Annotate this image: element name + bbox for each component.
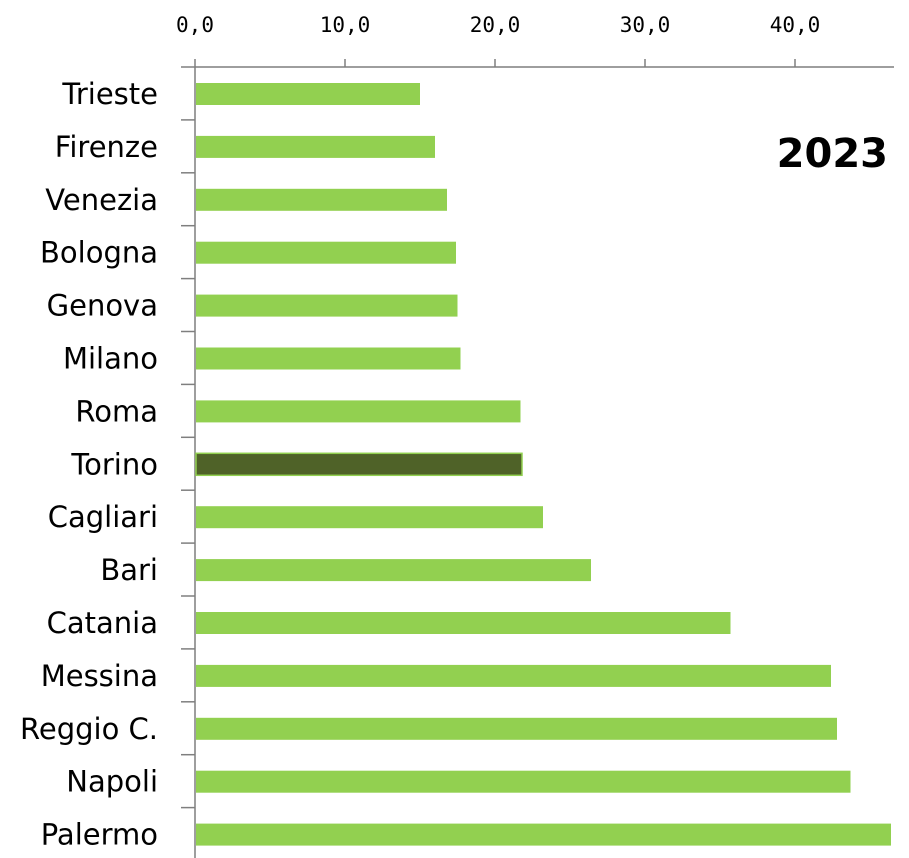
category-label: Milano (63, 342, 158, 376)
bar (196, 559, 591, 582)
category-label: Cagliari (48, 500, 158, 534)
bar-highlighted (195, 452, 523, 477)
bar (196, 347, 461, 370)
category-label: Catania (47, 606, 158, 640)
bar (196, 135, 435, 158)
bar (196, 612, 731, 634)
category-label: Palermo (41, 818, 158, 852)
category-labels: Trieste Firenze Venezia Bologna Genova Milano… (20, 77, 158, 852)
x-tick-label: 10,0 (320, 13, 371, 37)
bar (196, 294, 458, 317)
category-label: Bari (100, 553, 158, 587)
category-label: Messina (41, 659, 158, 693)
category-label: Trieste (61, 77, 158, 111)
bar (196, 241, 456, 264)
bar (196, 506, 543, 529)
x-tick-label: 30,0 (620, 13, 671, 37)
axis-layer: 0,0 10,0 20,0 30,0 40,0 (176, 13, 894, 858)
category-label: Reggio C. (20, 712, 158, 746)
x-tick-label: 20,0 (470, 13, 521, 37)
category-label: Torino (70, 447, 158, 481)
category-label: Roma (75, 394, 158, 428)
chart-title: 2023 (777, 131, 888, 177)
category-label: Napoli (66, 765, 158, 799)
bar (196, 188, 447, 211)
bar (196, 83, 420, 105)
bar (196, 770, 851, 793)
x-tick-label: 40,0 (770, 13, 821, 37)
bar (196, 823, 891, 846)
bar (196, 717, 837, 740)
category-label: Bologna (40, 236, 158, 270)
bars (195, 83, 891, 846)
x-tick-label: 0,0 (176, 13, 214, 37)
category-label: Firenze (55, 130, 158, 164)
category-label: Venezia (45, 183, 158, 217)
bar (196, 664, 831, 687)
bar (196, 400, 521, 423)
category-label: Genova (47, 289, 158, 323)
